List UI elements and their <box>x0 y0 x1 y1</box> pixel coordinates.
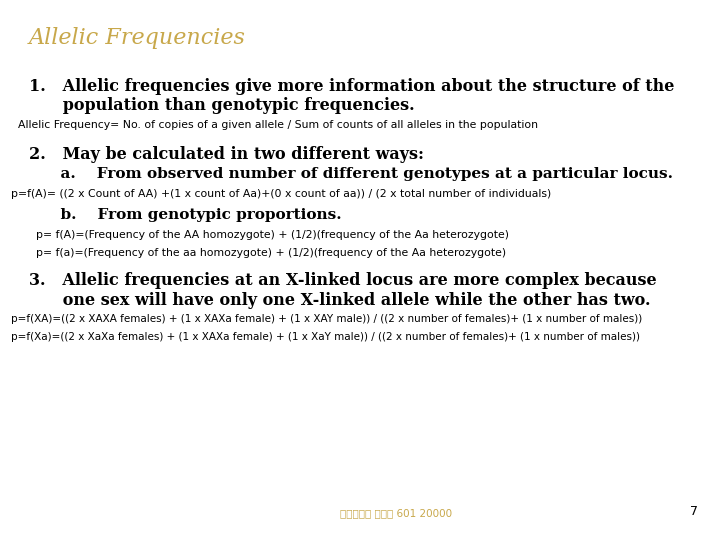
Text: 7: 7 <box>690 505 698 518</box>
Text: Allelic Frequencies: Allelic Frequencies <box>29 27 246 49</box>
Text: p= f(A)=(Frequency of the AA homozygote) + (1/2)(frequency of the Aa heterozygot: p= f(A)=(Frequency of the AA homozygote)… <box>29 230 509 240</box>
Text: 2.   May be calculated in two different ways:: 2. May be calculated in two different wa… <box>29 146 424 163</box>
Text: p=f(XA)=((2 x XAXA females) + (1 x XAXa female) + (1 x XAY male)) / ((2 x number: p=f(XA)=((2 x XAXA females) + (1 x XAXa … <box>11 314 642 325</box>
Text: b.    From genotypic proportions.: b. From genotypic proportions. <box>29 208 341 222</box>
Text: p= f(a)=(Frequency of the aa homozygote) + (1/2)(frequency of the Aa heterozygot: p= f(a)=(Frequency of the aa homozygote)… <box>29 248 506 259</box>
Text: 1.   Allelic frequencies give more information about the structure of the: 1. Allelic frequencies give more informa… <box>29 78 674 95</box>
Text: one sex will have only one X-linked allele while the other has two.: one sex will have only one X-linked alle… <box>29 292 650 308</box>
Text: population than genotypic frequencies.: population than genotypic frequencies. <box>29 97 415 114</box>
Text: Allelic Frequency= No. of copies of a given allele / Sum of counts of all allele: Allelic Frequency= No. of copies of a gi… <box>18 120 538 130</box>
Text: p=f(A)= ((2 x Count of AA) +(1 x count of Aa)+(0 x count of aa)) / (2 x total nu: p=f(A)= ((2 x Count of AA) +(1 x count o… <box>11 189 551 199</box>
Text: a.    From observed number of different genotypes at a particular locus.: a. From observed number of different gen… <box>29 167 672 181</box>
Text: p=f(Xa)=((2 x XaXa females) + (1 x XAXa female) + (1 x XaY male)) / ((2 x number: p=f(Xa)=((2 x XaXa females) + (1 x XAXa … <box>11 332 640 342</box>
Text: 3.   Allelic frequencies at an X-linked locus are more complex because: 3. Allelic frequencies at an X-linked lo… <box>29 272 657 288</box>
Text: 台大農藝系 遙傳學 601 20000: 台大農藝系 遙傳學 601 20000 <box>340 508 452 518</box>
